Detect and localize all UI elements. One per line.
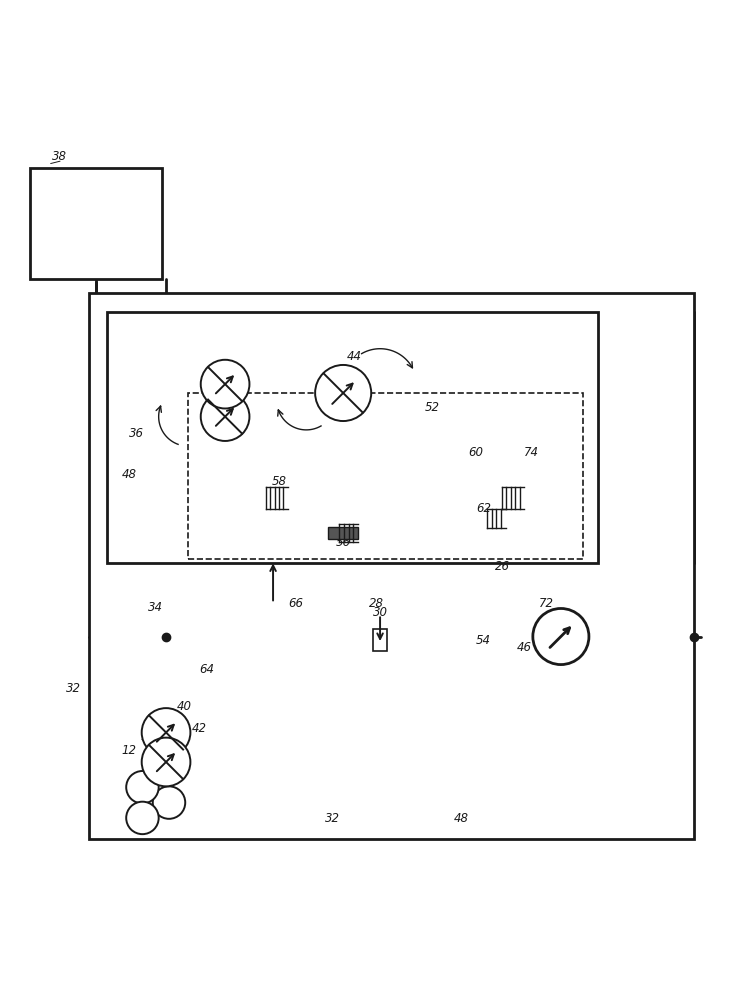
Text: 62: 62 (476, 502, 491, 515)
Bar (89, 293, 694, 839)
Circle shape (153, 786, 185, 819)
Circle shape (201, 360, 249, 408)
Text: 44: 44 (347, 350, 362, 363)
Text: 60: 60 (469, 446, 483, 459)
Text: 68: 68 (328, 527, 343, 540)
Text: 70: 70 (332, 406, 347, 419)
Text: 72: 72 (539, 597, 554, 610)
Text: 54: 54 (476, 634, 491, 647)
Text: 42: 42 (192, 722, 207, 735)
Bar (30, 168, 162, 279)
Bar (328, 527, 358, 539)
Text: 34: 34 (148, 601, 162, 614)
Text: 56: 56 (336, 536, 351, 549)
Text: 26: 26 (494, 560, 509, 573)
Text: 48: 48 (122, 468, 137, 481)
Text: 32: 32 (66, 682, 81, 695)
Circle shape (315, 365, 371, 421)
Circle shape (201, 392, 249, 441)
Text: 58: 58 (272, 475, 286, 488)
Circle shape (142, 708, 190, 757)
Text: 64: 64 (199, 663, 214, 676)
Circle shape (126, 802, 159, 834)
Text: 74: 74 (524, 446, 539, 459)
Text: 30: 30 (373, 606, 387, 619)
Circle shape (126, 771, 159, 803)
Bar (373, 629, 387, 651)
Bar (107, 312, 598, 563)
Text: 40: 40 (177, 700, 192, 713)
Text: 14: 14 (140, 730, 155, 743)
Text: 52: 52 (424, 401, 439, 414)
Text: 38: 38 (52, 150, 66, 163)
Text: 28: 28 (369, 597, 384, 610)
Text: 66: 66 (288, 597, 303, 610)
Text: 12: 12 (122, 744, 137, 757)
Circle shape (142, 738, 190, 786)
Text: 32: 32 (325, 812, 339, 825)
Bar (188, 393, 583, 559)
Text: 36: 36 (129, 427, 144, 440)
Text: 48: 48 (454, 812, 469, 825)
Text: 46: 46 (517, 641, 531, 654)
Circle shape (533, 608, 589, 665)
Text: 50: 50 (218, 375, 232, 388)
